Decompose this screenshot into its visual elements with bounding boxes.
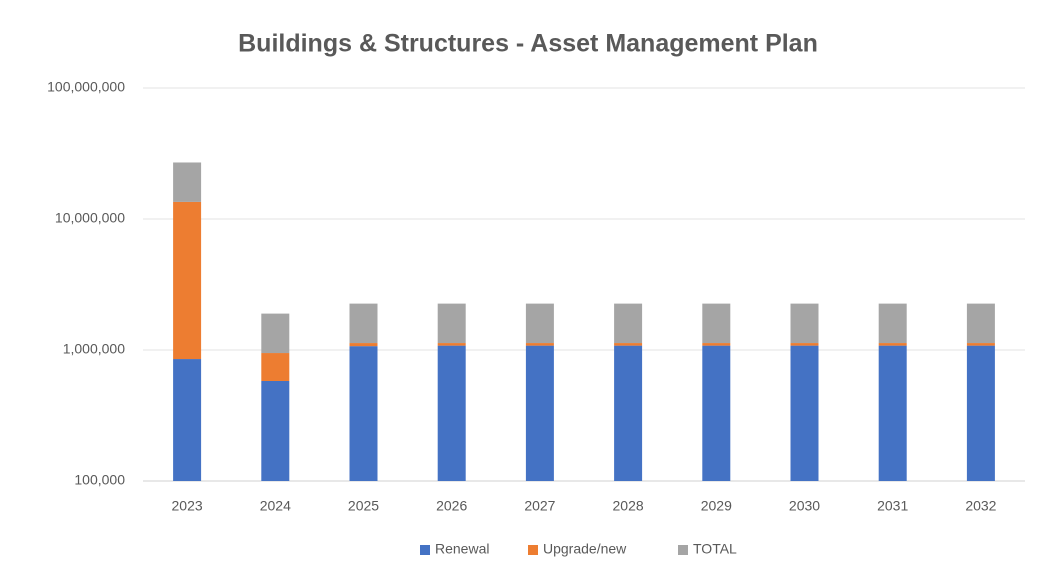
bar-segment <box>966 345 995 481</box>
bar-segment <box>614 303 643 344</box>
bar-segment <box>349 343 378 347</box>
legend-swatch <box>420 545 430 555</box>
legend-swatch <box>528 545 538 555</box>
bar-segment <box>437 303 466 344</box>
bar-segment <box>261 353 290 381</box>
bar-segment <box>525 303 554 344</box>
bar-segment <box>173 201 202 360</box>
y-tick-label: 100,000 <box>74 472 125 488</box>
bar-segment <box>878 345 907 481</box>
x-tick-label: 2028 <box>613 498 644 514</box>
x-tick-label: 2024 <box>260 498 291 514</box>
bar-segment <box>173 162 202 202</box>
bar-segment <box>878 343 907 346</box>
legend-label: TOTAL <box>693 541 737 557</box>
bar-segment <box>614 345 643 481</box>
bar-segment <box>437 343 466 346</box>
chart-title: Buildings & Structures - Asset Managemen… <box>238 30 818 58</box>
legend-label: Renewal <box>435 541 489 557</box>
x-tick-label: 2031 <box>877 498 908 514</box>
y-tick-label: 1,000,000 <box>63 341 125 357</box>
y-tick-label: 100,000,000 <box>47 79 125 95</box>
bar-segment <box>614 343 643 346</box>
x-tick-label: 2030 <box>789 498 820 514</box>
bar-segment <box>702 345 731 481</box>
bar-segment <box>173 359 202 481</box>
bar-segment <box>261 380 290 481</box>
bar-segment <box>702 303 731 344</box>
bar-segment <box>790 343 819 346</box>
bar-segment <box>966 343 995 346</box>
bar-segment <box>349 303 378 344</box>
bar-segment <box>702 343 731 346</box>
x-tick-label: 2027 <box>524 498 555 514</box>
bar-segment <box>349 346 378 481</box>
x-tick-label: 2029 <box>701 498 732 514</box>
bar-segment <box>525 345 554 481</box>
y-tick-label: 10,000,000 <box>55 210 125 226</box>
bar-segment <box>790 303 819 344</box>
x-tick-label: 2032 <box>965 498 996 514</box>
x-tick-label: 2025 <box>348 498 379 514</box>
bar-segment <box>966 303 995 344</box>
x-tick-label: 2023 <box>172 498 203 514</box>
bar-segment <box>790 345 819 481</box>
legend-label: Upgrade/new <box>543 541 627 557</box>
bar-segment <box>437 345 466 481</box>
legend-swatch <box>678 545 688 555</box>
x-tick-label: 2026 <box>436 498 467 514</box>
bar-segment <box>261 313 290 354</box>
bar-segment <box>878 303 907 344</box>
bar-segment <box>525 343 554 346</box>
